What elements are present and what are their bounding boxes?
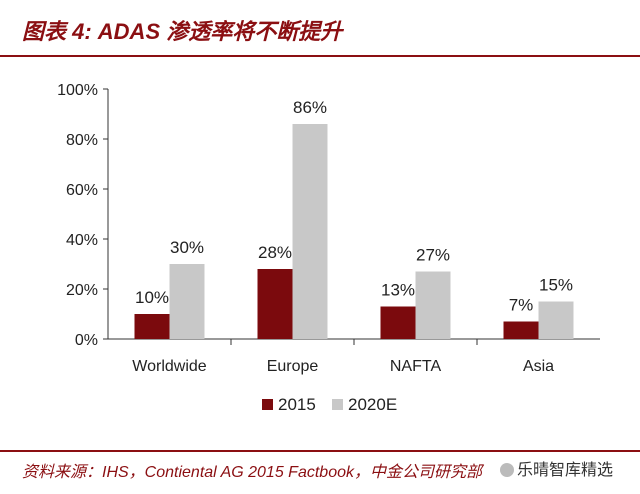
data-label: 7% xyxy=(509,296,534,315)
bar-2020E-asia xyxy=(538,301,574,339)
y-tick-label: 20% xyxy=(66,282,98,299)
bar-2015-europe xyxy=(257,269,293,339)
bar-2020E-worldwide xyxy=(169,264,205,339)
y-tick-label: 100% xyxy=(57,82,98,99)
data-label: 13% xyxy=(381,281,415,300)
legend-label: 2020E xyxy=(348,395,397,414)
x-tick-label: Asia xyxy=(523,358,554,375)
bar-2015-worldwide xyxy=(134,314,170,339)
data-label: 28% xyxy=(258,243,292,262)
bar-2015-nafta xyxy=(380,306,416,339)
title-rule xyxy=(0,55,640,57)
bar-2020E-nafta xyxy=(415,271,451,339)
legend-swatch xyxy=(332,399,343,410)
data-label: 30% xyxy=(170,238,204,257)
data-label: 10% xyxy=(135,288,169,307)
bar-2015-asia xyxy=(503,321,539,339)
watermark-text: 乐晴智库精选 xyxy=(517,462,614,479)
figure-title: 图表 4: ADAS 渗透率将不断提升 xyxy=(22,19,343,44)
wechat-icon xyxy=(500,463,514,477)
x-tick-label: NAFTA xyxy=(390,358,442,375)
data-label: 15% xyxy=(539,276,573,295)
x-tick-label: Worldwide xyxy=(132,358,207,375)
y-tick-label: 0% xyxy=(75,332,98,349)
data-label: 27% xyxy=(416,246,450,265)
source-rule xyxy=(0,450,640,452)
y-tick-label: 60% xyxy=(66,182,98,199)
source-note: 资料来源：IHS，Contiental AG 2015 Factbook，中金公… xyxy=(22,464,482,481)
bar-2020E-europe xyxy=(292,124,328,339)
x-tick-label: Europe xyxy=(267,358,319,375)
data-label: 86% xyxy=(293,98,327,117)
watermark: 乐晴智库精选 xyxy=(498,456,616,480)
y-tick-label: 80% xyxy=(66,132,98,149)
legend-swatch xyxy=(262,399,273,410)
bar-chart: 0% 20% 40% 60% 80% 100% 10% 30% Worldwide 28% 86% E… xyxy=(57,82,600,414)
legend-label: 2015 xyxy=(278,395,316,414)
y-tick-label: 40% xyxy=(66,232,98,249)
